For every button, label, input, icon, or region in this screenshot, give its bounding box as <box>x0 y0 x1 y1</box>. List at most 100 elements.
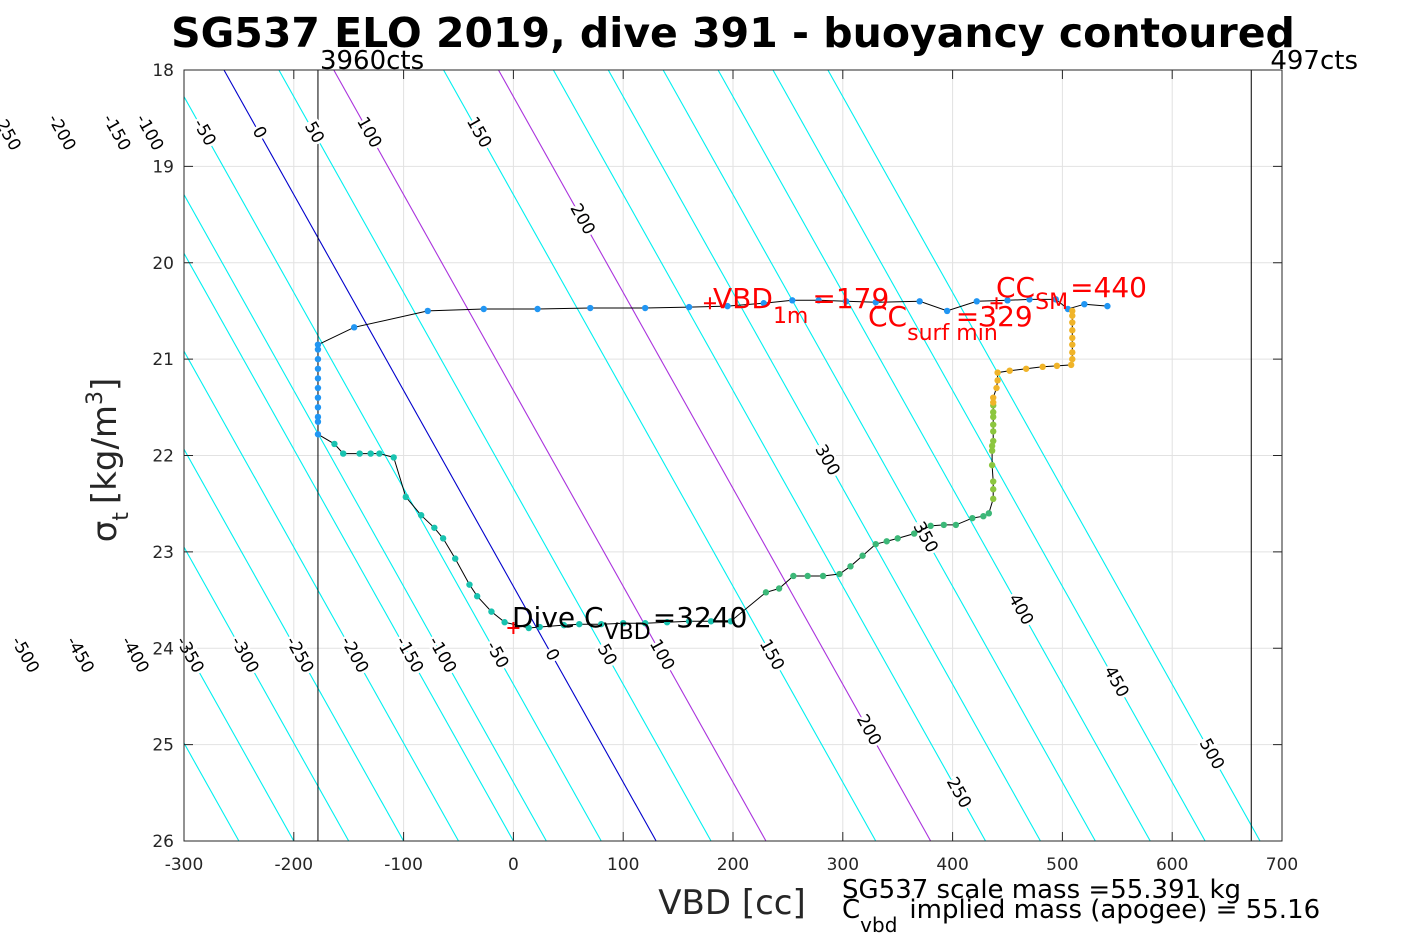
scale-mass-text: SG537 scale mass =55.391 kg <box>842 875 1241 905</box>
data-point <box>990 437 997 445</box>
data-point <box>367 450 374 457</box>
data-point <box>314 355 322 363</box>
data-point <box>466 581 473 588</box>
vbd1m-main: VBD <box>713 282 773 315</box>
data-point <box>1069 355 1076 363</box>
count-line-label: 497cts <box>1270 46 1358 76</box>
contour-line <box>772 70 1206 841</box>
y-label-unit-sup: 3 <box>83 391 108 405</box>
data-point <box>620 619 627 627</box>
y-tick-label: 23 <box>152 543 174 563</box>
vbd1m-value: =179 <box>812 282 889 315</box>
data-point <box>724 302 731 310</box>
count-limit-lines: 3960cts 497cts <box>317 46 1358 841</box>
contour-label: -150 <box>98 111 134 154</box>
data-point <box>847 563 854 570</box>
data-point <box>969 514 976 522</box>
data-point <box>872 540 879 548</box>
contour-line <box>184 252 514 841</box>
contour-line <box>223 70 657 841</box>
y-tick-label: 26 <box>152 832 174 852</box>
data-point <box>402 493 409 501</box>
data-point <box>576 620 583 628</box>
implied-mass-value: implied mass (apogee) = 55.16 <box>909 895 1320 925</box>
data-point <box>525 624 532 632</box>
data-point <box>883 538 890 545</box>
data-point <box>340 450 347 457</box>
contour-line <box>333 70 767 841</box>
contour-line <box>662 70 1096 841</box>
data-point <box>1039 363 1046 371</box>
data-point <box>762 589 770 596</box>
data-point <box>1067 361 1075 369</box>
data-point <box>859 552 866 559</box>
data-point <box>350 324 358 331</box>
x-tick-label: -100 <box>384 855 423 875</box>
implied-mass-text: Cvbd implied mass (apogee) = 55.16 <box>842 895 1320 937</box>
contour-line <box>497 70 932 841</box>
plus-marker <box>703 297 716 310</box>
data-point <box>1006 367 1013 374</box>
dive-points <box>314 296 1111 632</box>
data-point <box>990 413 997 421</box>
data-point <box>1069 349 1076 356</box>
ccsurf-annotation: CCsurf min=329 <box>868 300 1033 346</box>
y-axis-label: σt [kg/m3] <box>83 378 134 543</box>
data-point <box>815 297 822 304</box>
data-point <box>314 384 322 392</box>
y-label-sigma: σ <box>85 521 125 543</box>
data-point <box>836 570 843 578</box>
chart-title: SG537 ELO 2019, dive 391 - buoyancy cont… <box>171 9 1295 57</box>
count-line-label: 3960cts <box>320 46 424 76</box>
divec-annotation: Dive CVBD=3240 <box>512 601 747 645</box>
ccsurf-value: =329 <box>956 300 1033 333</box>
data-point <box>452 555 459 562</box>
data-point <box>990 421 997 428</box>
data-point <box>973 298 980 305</box>
data-point <box>727 618 735 625</box>
contour-label: -500 <box>7 633 43 676</box>
y-tick-label: 22 <box>152 447 174 467</box>
data-point <box>790 572 797 580</box>
data-point <box>916 298 923 305</box>
contour-line <box>443 70 877 841</box>
data-point <box>536 623 543 631</box>
divec-value: =3240 <box>653 601 748 634</box>
x-tick-label: 600 <box>1156 855 1188 875</box>
data-point <box>663 619 671 626</box>
x-tick-label: 200 <box>717 855 749 875</box>
data-point <box>376 450 383 457</box>
data-point <box>988 442 996 450</box>
data-point <box>641 304 649 312</box>
data-point <box>314 365 322 372</box>
data-point <box>488 608 495 615</box>
data-point <box>314 418 322 425</box>
y-tick-label: 24 <box>152 639 174 659</box>
plus-marker <box>507 622 520 635</box>
data-point <box>789 297 796 304</box>
data-point <box>894 535 901 542</box>
data-point <box>927 522 934 530</box>
ccsm-value: =440 <box>1070 271 1147 304</box>
y-ticks: 18 19 20 21 22 23 24 25 26 <box>152 61 1282 852</box>
data-point <box>1069 327 1076 334</box>
contour-line <box>184 643 295 841</box>
x-tick-label: -300 <box>165 855 204 875</box>
data-point <box>314 404 322 411</box>
data-point <box>952 521 960 529</box>
data-point <box>940 521 948 529</box>
data-point <box>685 303 693 311</box>
data-point <box>842 298 850 305</box>
x-axis-label: VBD [cc] <box>658 883 806 923</box>
data-point <box>314 431 322 438</box>
data-point <box>990 486 997 493</box>
data-point <box>1069 307 1076 315</box>
ccsurf-sub: surf min <box>907 321 998 346</box>
y-tick-label: 19 <box>152 157 174 177</box>
data-point <box>587 304 594 312</box>
cvbd-main: C <box>842 895 860 925</box>
data-point <box>1022 365 1030 372</box>
data-point <box>988 461 996 469</box>
data-point <box>943 307 951 315</box>
y-tick-label: 20 <box>152 254 174 274</box>
